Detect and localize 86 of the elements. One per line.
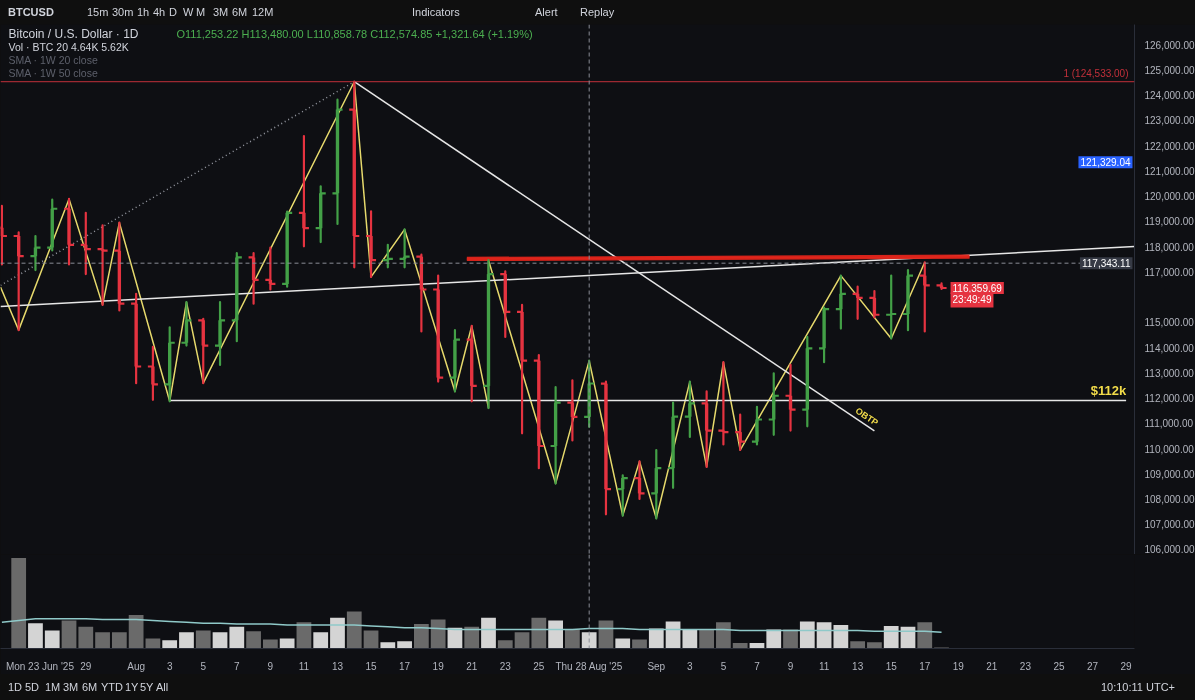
y-tick-label: 124,000.00 — [1144, 90, 1195, 102]
x-tick-label: 21 — [466, 660, 478, 672]
text: 12M — [252, 5, 274, 20]
y-tick-label: 107,000.00 — [1144, 519, 1195, 531]
y-tick-label: 110,000.00 — [1144, 443, 1195, 455]
text: YTD — [101, 680, 123, 695]
x-tick-label: 5 — [200, 660, 207, 672]
annotation: 116,359.69 — [952, 282, 1003, 294]
text: Alert — [535, 5, 558, 20]
y-tick-label: 112,000.00 — [1144, 393, 1195, 405]
y-tick-label: 120,000.00 — [1144, 191, 1195, 203]
y-tick-label: 114,000.00 — [1144, 342, 1195, 354]
x-tick-label: 13 — [331, 660, 344, 672]
annotation: 121,329.04 — [1080, 157, 1131, 169]
text: 5D — [25, 680, 40, 695]
chart-title: Bitcoin / U.S. Dollar · 1D — [8, 26, 139, 41]
x-tick-label: Aug — [127, 660, 146, 672]
x-tick-label: 19 — [432, 660, 445, 672]
text: Indicators — [412, 5, 460, 20]
y-tick-label: 117,000.00 — [1144, 266, 1195, 278]
x-tick-label: 21 — [986, 660, 998, 672]
x-tick-label: 5 — [720, 660, 727, 672]
y-tick-label: 121,000.00 — [1144, 165, 1195, 177]
ref-line-label: 117,343.11 — [1081, 258, 1131, 270]
y-tick-label: 123,000.00 — [1144, 115, 1195, 127]
y-tick-label: 109,000.00 — [1144, 468, 1195, 480]
y-tick-label: 126,000.00 — [1144, 39, 1195, 51]
x-tick-label: 7 — [754, 660, 761, 672]
y-tick-label: 125,000.00 — [1144, 64, 1195, 76]
text: 1M — [45, 680, 61, 695]
text: D — [169, 5, 177, 20]
y-tick-label: 113,000.00 — [1144, 367, 1195, 379]
x-tick-label: 15 — [365, 660, 378, 672]
text: BTCUSD — [8, 5, 54, 20]
text: 1Y — [125, 680, 139, 695]
text: 3M — [63, 680, 79, 695]
text: W — [183, 5, 194, 20]
x-tick-label: 27 — [1086, 660, 1099, 672]
x-tick-label: 9 — [787, 660, 794, 672]
ref-line-label: 1 (124,533.00) — [1063, 67, 1129, 79]
x-tick-label: 25 — [533, 660, 545, 672]
x-tick-label: Sep — [647, 660, 666, 672]
x-tick-label: 13 — [852, 660, 864, 672]
x-tick-label: 29 — [1120, 660, 1133, 672]
y-tick-label: 106,000.00 — [1144, 544, 1195, 556]
text: 6M — [82, 680, 98, 695]
annotation: SMA · 1W 20 close — [8, 53, 98, 66]
chart-subtitle: O111,253.22 H113,480.00 L110,858.78 C112,574.85 +1,321.64 (+1.19%) — [176, 27, 533, 40]
text: 1D — [8, 680, 23, 695]
x-tick-label: 23 — [1019, 660, 1032, 672]
annotation: Vol · BTC 20 4.64K 5.62K — [8, 40, 129, 53]
x-tick-label: 3 — [166, 660, 173, 672]
text: All — [156, 680, 169, 695]
text: Replay — [580, 5, 615, 20]
text: 6M — [232, 5, 248, 20]
x-tick-label: 17 — [399, 660, 411, 672]
text: 4h — [153, 5, 166, 20]
text: 5Y — [140, 680, 154, 695]
ref-line-label: Thu 28 Aug '25 — [555, 660, 623, 672]
series-label: $112k — [1090, 382, 1127, 398]
y-tick-label: 118,000.00 — [1144, 241, 1195, 253]
x-tick-label: 17 — [919, 660, 931, 672]
annotation: SMA · 1W 50 close — [8, 66, 98, 79]
text: 3M — [213, 5, 229, 20]
x-tick-label: 15 — [885, 660, 898, 672]
text: M — [196, 5, 206, 20]
y-tick-label: 119,000.00 — [1144, 216, 1195, 228]
y-tick-label: 111,000.00 — [1144, 418, 1194, 430]
x-tick-label: 7 — [234, 660, 241, 672]
x-tick-label: 29 — [80, 660, 92, 672]
x-tick-label: 11 — [298, 660, 310, 672]
text: 30m — [112, 5, 134, 20]
text: 15m — [87, 5, 109, 20]
text: Mon 23 Jun '25 — [5, 660, 75, 672]
y-tick-label: 108,000.00 — [1144, 493, 1195, 505]
x-tick-label: 19 — [952, 660, 965, 672]
text: 1h — [137, 5, 150, 20]
y-tick-label: 115,000.00 — [1144, 317, 1195, 329]
x-tick-label: 11 — [818, 660, 830, 672]
text: 10:10:11 UTC+ — [1100, 680, 1175, 695]
x-tick-label: 25 — [1053, 660, 1065, 672]
x-tick-label: 9 — [267, 660, 274, 672]
y-tick-label: 122,000.00 — [1144, 140, 1195, 152]
x-tick-label: 23 — [499, 660, 512, 672]
x-tick-label: 3 — [687, 660, 694, 672]
annotation: 23:49:49 — [952, 294, 992, 306]
